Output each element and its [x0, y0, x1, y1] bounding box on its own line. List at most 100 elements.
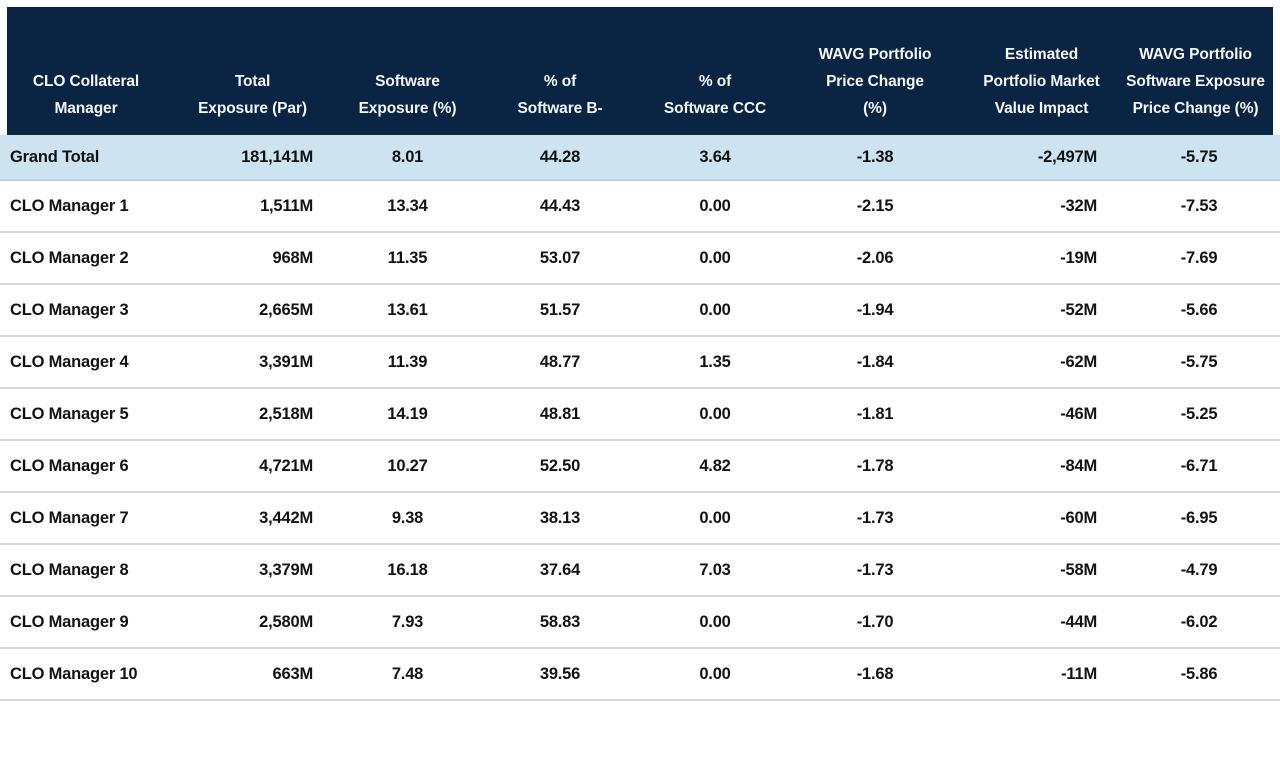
cell-software-exposure-pct: 8.01: [391, 147, 424, 166]
header-line: Software: [375, 73, 440, 90]
header-line: Software CCC: [663, 100, 767, 117]
cell-pct-software-b-minus: 44.43: [539, 196, 581, 215]
cell-mv-impact: -46M: [1060, 404, 1097, 423]
cell-software-exposure-pct: 16.18: [387, 560, 428, 579]
cell-pct-software-b-minus: 53.07: [539, 248, 581, 267]
cell-software-exposure-pct: 11.39: [387, 352, 428, 371]
cell-pct-software-b-minus: 51.57: [539, 300, 581, 319]
cell-mv-impact: -2,497M: [1037, 147, 1097, 166]
cell-pct-software-ccc: 0.00: [699, 300, 731, 319]
cell-wavg-software-price-change: -6.71: [1180, 456, 1218, 475]
cell-mv-impact: -58M: [1060, 560, 1097, 579]
grand-total-row: Grand Total 181,141M 8.01 44.28 3.64 -1.…: [0, 135, 1280, 181]
table-row: CLO Manager 4 3,391M 11.39 48.77 1.35 -1…: [0, 337, 1280, 389]
cell-wavg-price-change: -1.70: [856, 612, 894, 631]
cell-manager: CLO Manager 3: [10, 300, 129, 319]
cell-wavg-price-change: -1.38: [856, 147, 894, 166]
header-line: Price Change (%): [1132, 100, 1259, 117]
header-wavg-software-exposure-price-change: WAVG Portfolio Software Exposure Price C…: [1118, 7, 1273, 135]
cell-wavg-price-change: -1.68: [856, 664, 894, 683]
cell-wavg-software-price-change: -5.75: [1180, 147, 1218, 166]
cell-pct-software-ccc: 0.00: [699, 508, 731, 527]
header-line: Estimated: [1004, 46, 1079, 63]
cell-mv-impact: -60M: [1060, 508, 1097, 527]
cell-software-exposure-pct: 11.35: [387, 248, 428, 267]
cell-wavg-price-change: -1.73: [856, 560, 894, 579]
header-line: Portfolio Market: [983, 73, 1100, 90]
cell-wavg-price-change: -1.78: [856, 456, 894, 475]
cell-wavg-software-price-change: -5.75: [1180, 352, 1218, 371]
cell-wavg-price-change: -2.15: [856, 196, 894, 215]
cell-total-exposure: 3,391M: [259, 352, 313, 371]
cell-mv-impact: -84M: [1060, 456, 1097, 475]
cell-mv-impact: -19M: [1060, 248, 1097, 267]
cell-software-exposure-pct: 14.19: [387, 404, 428, 423]
header-line: Exposure (%): [358, 100, 457, 117]
header-line: % of: [698, 73, 732, 90]
cell-total-exposure: 968M: [272, 248, 314, 267]
cell-pct-software-b-minus: 52.50: [539, 456, 581, 475]
header-total-exposure-par: Total Exposure (Par): [165, 7, 340, 135]
cell-pct-software-b-minus: 37.64: [539, 560, 581, 579]
header-line: Manager: [54, 100, 118, 117]
cell-pct-software-b-minus: 48.77: [539, 352, 581, 371]
cell-software-exposure-pct: 10.27: [387, 456, 428, 475]
cell-wavg-software-price-change: -5.25: [1180, 404, 1218, 423]
cell-wavg-price-change: -1.73: [856, 508, 894, 527]
cell-pct-software-ccc: 0.00: [699, 248, 731, 267]
header-clo-collateral-manager: CLO Collateral Manager: [7, 7, 165, 135]
cell-wavg-software-price-change: -5.86: [1180, 664, 1218, 683]
cell-mv-impact: -44M: [1060, 612, 1097, 631]
cell-pct-software-b-minus: 58.83: [539, 612, 581, 631]
cell-wavg-price-change: -2.06: [856, 248, 894, 267]
cell-manager: CLO Manager 6: [10, 456, 129, 475]
cell-manager: CLO Manager 5: [10, 404, 129, 423]
cell-mv-impact: -11M: [1061, 664, 1097, 683]
cell-total-exposure: 2,665M: [259, 300, 313, 319]
table-row: CLO Manager 7 3,442M 9.38 38.13 0.00 -1.…: [0, 493, 1280, 545]
cell-manager: CLO Manager 7: [10, 508, 129, 527]
cell-wavg-price-change: -1.94: [856, 300, 894, 319]
cell-mv-impact: -62M: [1060, 352, 1097, 371]
cell-manager: CLO Manager 2: [10, 248, 129, 267]
table-row: CLO Manager 3 2,665M 13.61 51.57 0.00 -1…: [0, 285, 1280, 337]
cell-total-exposure: 663M: [272, 664, 314, 683]
cell-manager: CLO Manager 8: [10, 560, 129, 579]
cell-pct-software-ccc: 4.82: [699, 456, 731, 475]
table-row: CLO Manager 2 968M 11.35 53.07 0.00 -2.0…: [0, 233, 1280, 285]
cell-software-exposure-pct: 7.93: [391, 612, 424, 631]
header-line: Exposure (Par): [198, 100, 307, 117]
table-row: CLO Manager 1 1,511M 13.34 44.43 0.00 -2…: [0, 181, 1280, 233]
cell-total-exposure: 1,511M: [260, 196, 313, 215]
cell-pct-software-b-minus: 38.13: [539, 508, 581, 527]
header-pct-software-ccc: % of Software CCC: [645, 7, 785, 135]
cell-pct-software-b-minus: 48.81: [539, 404, 581, 423]
cell-wavg-software-price-change: -6.02: [1180, 612, 1218, 631]
cell-software-exposure-pct: 7.48: [391, 664, 424, 683]
header-line: Value Impact: [994, 100, 1089, 117]
cell-software-exposure-pct: 9.38: [391, 508, 424, 527]
cell-pct-software-ccc: 0.00: [699, 404, 731, 423]
cell-pct-software-ccc: 1.35: [699, 352, 731, 371]
header-software-exposure-pct: Software Exposure (%): [340, 7, 475, 135]
header-line: WAVG Portfolio: [818, 46, 932, 63]
table-row: CLO Manager 5 2,518M 14.19 48.81 0.00 -1…: [0, 389, 1280, 441]
cell-wavg-software-price-change: -4.79: [1180, 560, 1218, 579]
cell-total-exposure: 181,141M: [241, 147, 313, 166]
header-wavg-portfolio-price-change: WAVG Portfolio Price Change (%): [785, 7, 965, 135]
header-line: % of: [543, 73, 577, 90]
cell-wavg-software-price-change: -6.95: [1180, 508, 1218, 527]
cell-wavg-software-price-change: -7.69: [1180, 248, 1218, 267]
cell-total-exposure: 2,580M: [259, 612, 313, 631]
cell-manager: CLO Manager 4: [10, 352, 129, 371]
header-pct-software-b-minus: % of Software B-: [475, 7, 645, 135]
cell-wavg-software-price-change: -5.66: [1180, 300, 1218, 319]
cell-total-exposure: 3,442M: [259, 508, 313, 527]
cell-pct-software-b-minus: 39.56: [539, 664, 581, 683]
header-line: Software Exposure: [1126, 73, 1265, 90]
cell-pct-software-ccc: 0.00: [699, 664, 731, 683]
cell-wavg-software-price-change: -7.53: [1180, 196, 1218, 215]
clo-manager-table: CLO Collateral Manager Total Exposure (P…: [0, 7, 1280, 701]
table-row: CLO Manager 6 4,721M 10.27 52.50 4.82 -1…: [0, 441, 1280, 493]
cell-manager: CLO Manager 10: [10, 664, 138, 683]
